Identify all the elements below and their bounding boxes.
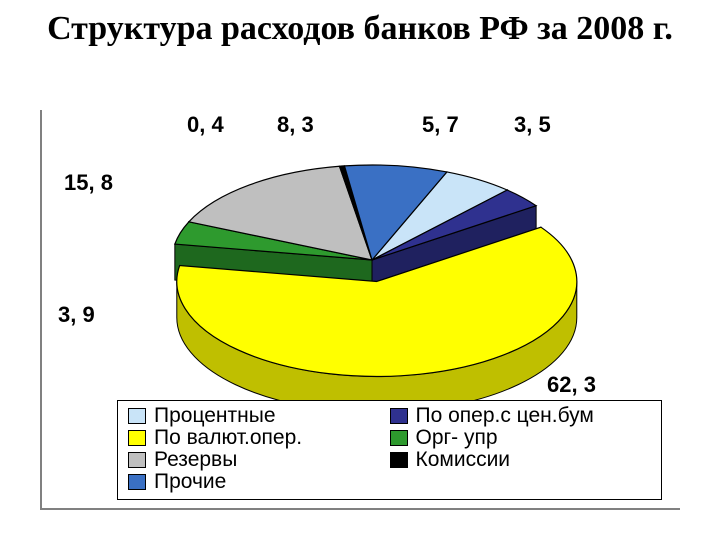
legend-item: Комиссии	[390, 449, 652, 471]
legend-label: Процентные	[154, 405, 276, 427]
legend-swatch	[128, 430, 146, 446]
legend-swatch	[390, 452, 408, 468]
slice-label: 62, 3	[547, 372, 596, 398]
slice-label: 5, 7	[422, 112, 459, 138]
legend-item: Процентные	[128, 405, 390, 427]
legend-item: Резервы	[128, 449, 390, 471]
slice-label: 3, 5	[514, 112, 551, 138]
legend-label: Орг- упр	[416, 427, 498, 449]
slice-label: 3, 9	[58, 302, 95, 328]
slice-label: 8, 3	[277, 112, 314, 138]
legend: ПроцентныеПо валют.опер.РезервыПрочие По…	[117, 400, 662, 500]
chart-frame: 5, 7 3, 5 62, 3 3, 9 15, 8 0, 4 8, 3 Процентны…	[40, 110, 680, 510]
legend-swatch	[128, 408, 146, 424]
legend-item: Прочие	[128, 471, 390, 493]
legend-swatch	[390, 430, 408, 446]
legend-item: Орг- упр	[390, 427, 652, 449]
legend-swatch	[128, 452, 146, 468]
legend-label: Резервы	[154, 449, 237, 471]
legend-swatch	[390, 408, 408, 424]
slice-label: 0, 4	[187, 112, 224, 138]
legend-item: По опер.с цен.бум	[390, 405, 652, 427]
legend-label: По валют.опер.	[154, 427, 302, 449]
slice-label: 15, 8	[64, 170, 113, 196]
legend-col-left: ПроцентныеПо валют.опер.РезервыПрочие	[128, 405, 390, 493]
legend-item: По валют.опер.	[128, 427, 390, 449]
legend-swatch	[128, 474, 146, 490]
legend-label: По опер.с цен.бум	[416, 405, 594, 427]
legend-label: Комиссии	[416, 449, 511, 471]
legend-label: Прочие	[154, 471, 226, 493]
slide: Структура расходов банков РФ за 2008 г. …	[0, 0, 720, 540]
legend-col-right: По опер.с цен.бумОрг- упрКомиссии	[390, 405, 652, 493]
page-title: Структура расходов банков РФ за 2008 г.	[0, 0, 720, 47]
